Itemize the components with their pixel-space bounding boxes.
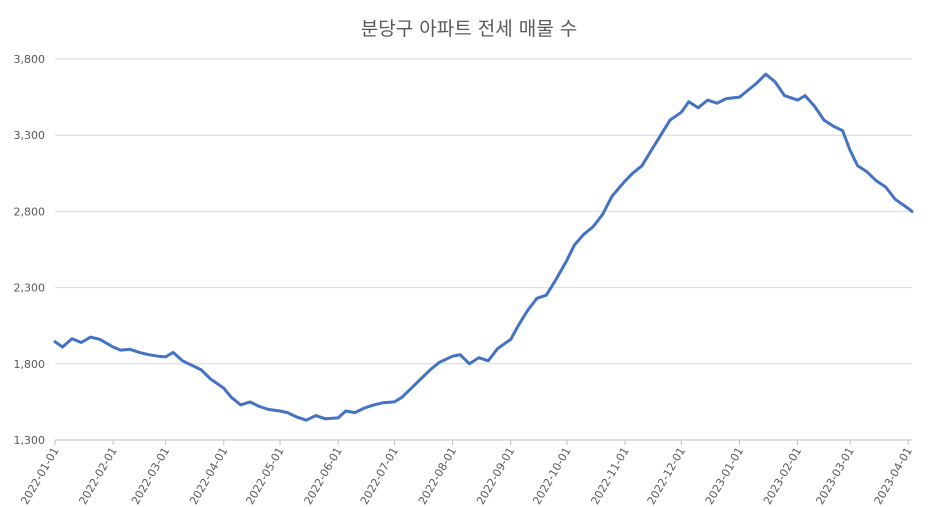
- y-tick-label: 2,300: [14, 282, 46, 295]
- x-tick-label: 2022-05-01: [243, 445, 286, 507]
- series-layer: [53, 72, 914, 422]
- y-tick-label: 2,800: [14, 205, 46, 218]
- y-tick-label: 3,300: [14, 129, 46, 142]
- chart-title: 분당구 아파트 전세 매물 수: [360, 18, 578, 40]
- x-tick-label: 2022-01-01: [18, 445, 61, 507]
- x-tick-label: 2022-03-01: [129, 445, 172, 507]
- y-tick-labels: 1,300 1,800 2,300 2,800 3,300 3,800: [14, 53, 46, 447]
- gridlines: [55, 58, 912, 365]
- x-tick-label: 2022-08-01: [416, 445, 459, 507]
- x-tick-label: 2022-02-01: [77, 445, 120, 507]
- x-tick-label: 2022-12-01: [645, 445, 688, 507]
- axes: [54, 439, 912, 445]
- x-tick-label: 2023-03-01: [813, 445, 856, 507]
- x-tick-label: 2023-01-01: [703, 445, 746, 507]
- series-line: [53, 72, 914, 422]
- x-tick-label: 2022-07-01: [358, 445, 401, 507]
- x-tick-label: 2022-04-01: [187, 445, 230, 507]
- x-tick-label: 2023-02-01: [761, 445, 804, 507]
- x-tick-label: 2022-06-01: [302, 445, 345, 507]
- x-tick-label: 2022-11-01: [588, 445, 631, 507]
- x-tick-labels: 2022-01-01 2022-02-01 2022-03-01 2022-04-01…: [18, 445, 914, 507]
- y-tick-label: 1,800: [14, 358, 46, 371]
- y-tick-label: 1,300: [14, 434, 46, 447]
- x-tick-label: 2023-04-01: [872, 445, 915, 507]
- y-tick-label: 3,800: [14, 53, 46, 66]
- x-tick-label: 2022-09-01: [474, 445, 517, 507]
- x-tick-label: 2022-10-01: [530, 445, 573, 507]
